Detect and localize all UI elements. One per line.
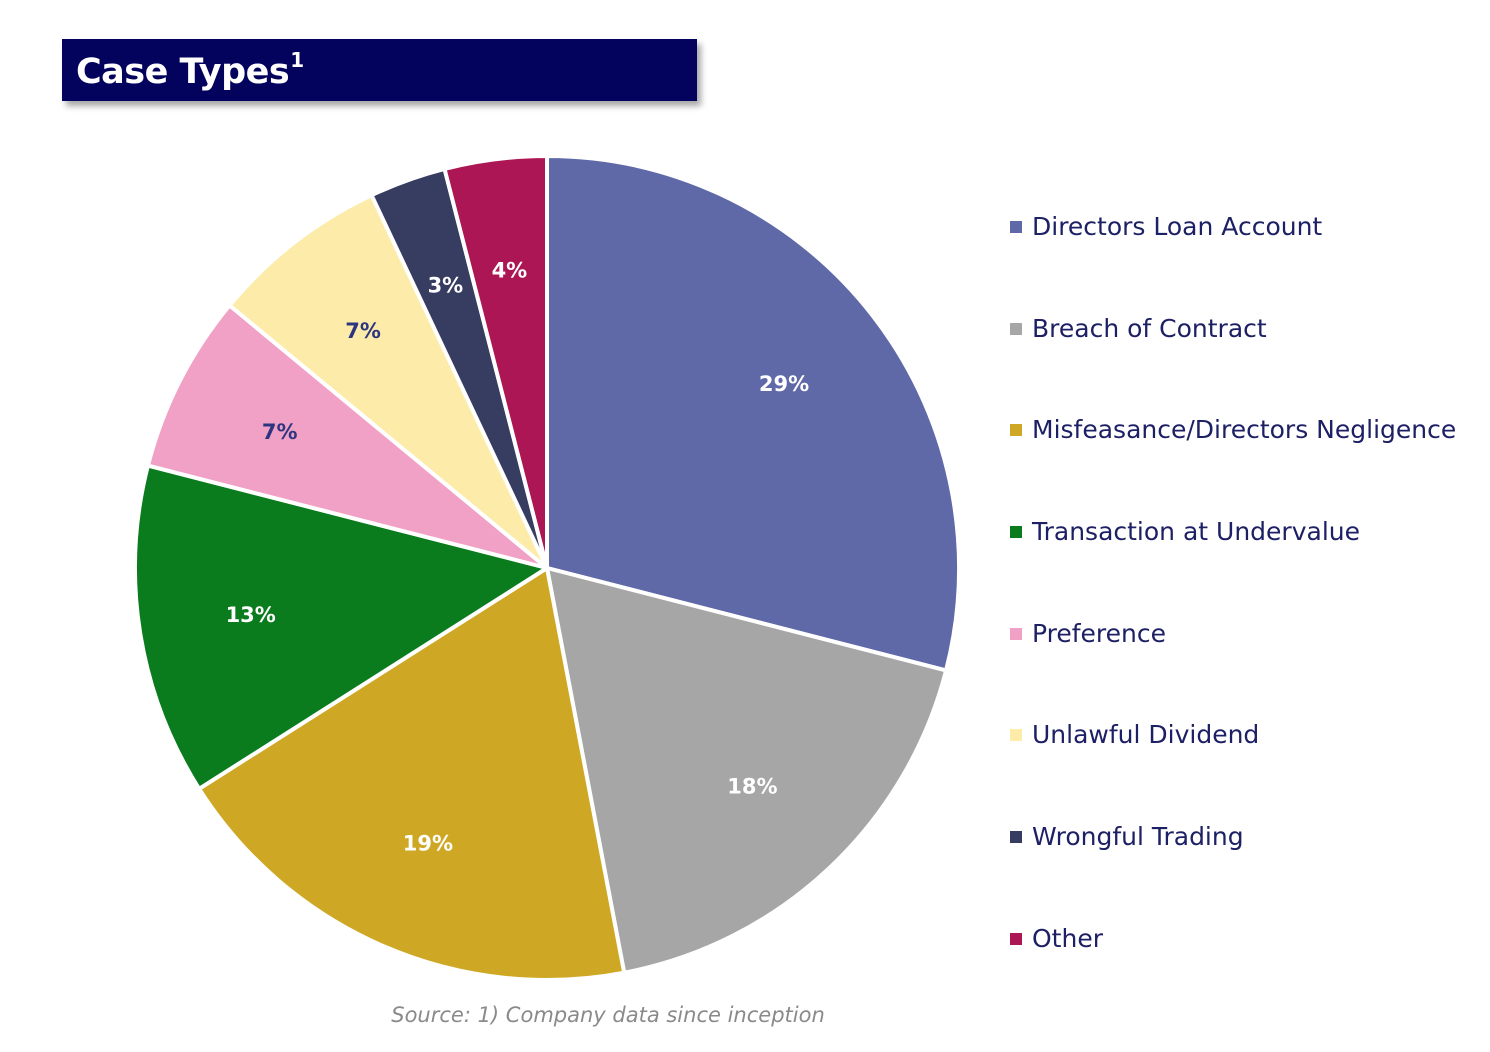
legend-swatch (1010, 221, 1022, 233)
title-banner: Case Types1 (62, 39, 697, 101)
legend-item-breach-of-contract: Breach of Contract (1010, 297, 1456, 399)
legend-label: Breach of Contract (1032, 313, 1267, 343)
legend-label: Preference (1032, 618, 1167, 648)
slice-label-breach-of-contract: 18% (727, 775, 777, 799)
legend-item-other: Other (1010, 907, 1456, 1009)
pie-slice-directors-loan-account (545, 154, 961, 673)
legend-swatch (1010, 729, 1022, 742)
legend-swatch (1010, 322, 1022, 335)
slice-label-misfeasance-directors-negligence: 19% (403, 831, 453, 855)
legend-item-wrongful-trading: Wrongful Trading (1010, 805, 1456, 907)
legend-label: Transaction at Undervalue (1032, 517, 1360, 547)
legend-label: Wrongful Trading (1032, 822, 1244, 852)
slice-label-unlawful-dividend: 7% (345, 319, 381, 343)
legend-swatch (1010, 932, 1022, 945)
legend-label: Directors Loan Account (1032, 212, 1323, 241)
pie-slice-unlawful-dividend (227, 193, 549, 570)
legend-label: Misfeasance/Directors Negligence (1032, 415, 1457, 445)
legend-swatch (1010, 627, 1022, 640)
legend-item-unlawful-dividend: Unlawful Dividend (1010, 703, 1456, 805)
legend-label: Unlawful Dividend (1032, 720, 1260, 750)
legend-label: Other (1032, 923, 1103, 953)
legend-swatch (1010, 424, 1022, 437)
chart-title: Case Types1 (76, 48, 304, 92)
legend-item-misfeasance-directors-negligence: Misfeasance/Directors Negligence (1010, 398, 1456, 500)
chart-legend: Directors Loan Account Breach of Contract… (1010, 195, 1456, 1009)
slice-label-directors-loan-account: 29% (759, 372, 809, 396)
legend-swatch (1010, 831, 1022, 844)
slice-label-preference: 7% (262, 420, 298, 444)
pie-slice-transaction-at-undervalue (133, 463, 549, 791)
legend-swatch (1010, 526, 1022, 539)
pie-slice-other (442, 154, 549, 570)
pie-slice-misfeasance-directors-negligence (197, 566, 627, 982)
legend-item-transaction-at-undervalue: Transaction at Undervalue (1010, 500, 1456, 602)
legend-item-directors-loan-account: Directors Loan Account (1010, 195, 1456, 297)
title-footnote-marker: 1 (290, 48, 304, 72)
pie-chart: 29% 18% 19% 13% 7% 7% 3% 4% (133, 154, 961, 982)
pie-slice-breach-of-contract (545, 566, 949, 975)
slice-label-other: 4% (492, 258, 528, 282)
source-note: Source: 1) Company data since inception (391, 1003, 825, 1027)
slice-label-transaction-at-undervalue: 13% (226, 603, 276, 627)
legend-item-preference: Preference (1010, 602, 1456, 704)
slice-label-wrongful-trading: 3% (428, 274, 464, 298)
pie-slice-preference (145, 303, 549, 570)
